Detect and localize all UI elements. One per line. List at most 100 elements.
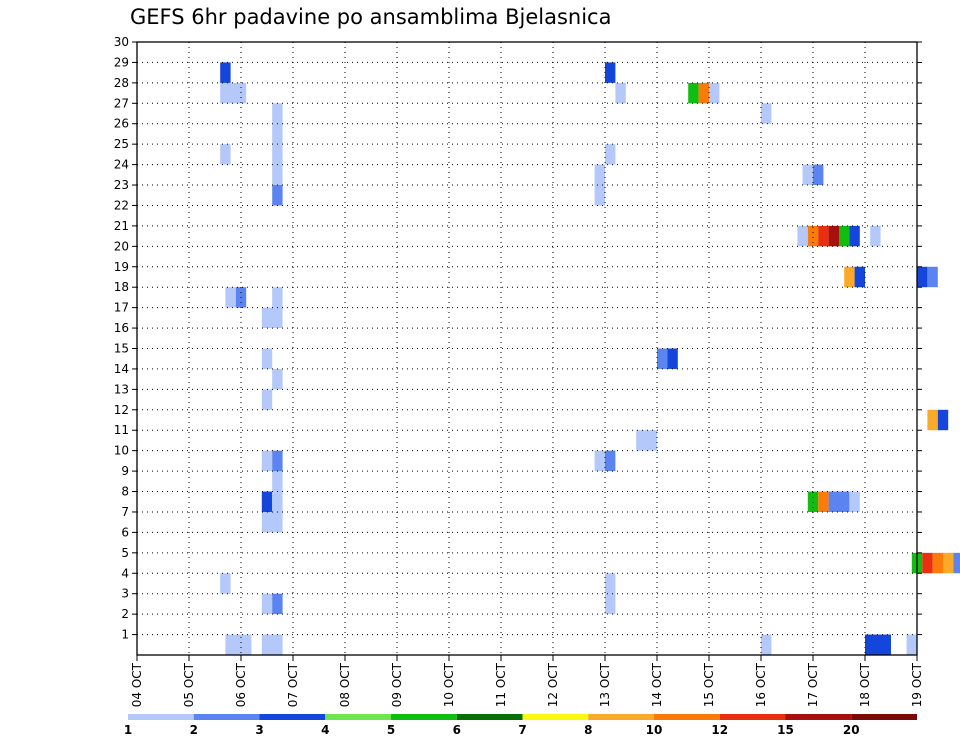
colorbar-swatch xyxy=(193,714,260,720)
colorbar-swatch xyxy=(588,714,654,720)
colorbar-swatch xyxy=(522,714,589,720)
y-tick-label: 24 xyxy=(114,158,129,172)
heatmap-cell xyxy=(272,593,283,615)
heatmap-cell xyxy=(839,225,850,247)
heatmap-cells xyxy=(220,62,960,655)
colorbar-swatch xyxy=(851,714,917,720)
y-tick-label: 19 xyxy=(114,260,129,274)
heatmap-cell xyxy=(594,450,605,472)
y-tick-label: 16 xyxy=(114,321,129,335)
x-tick-label: 16 OCT xyxy=(754,662,768,707)
heatmap-cell xyxy=(605,573,616,594)
heatmap-cell xyxy=(272,450,283,472)
y-tick-label: 14 xyxy=(114,362,129,376)
colorbar-label: 2 xyxy=(190,723,198,737)
heatmap-cell xyxy=(272,185,283,206)
y-tick-label: 27 xyxy=(114,96,129,110)
x-tick-label: 13 OCT xyxy=(598,662,612,707)
heatmap-cell xyxy=(849,491,860,512)
colorbar-label: 6 xyxy=(453,723,461,737)
heatmap-cell xyxy=(272,164,283,186)
heatmap-cell xyxy=(220,144,231,165)
heatmap-cell xyxy=(844,266,855,288)
heatmap-cell xyxy=(220,573,231,594)
heatmap-cell xyxy=(927,409,938,431)
colorbar-label: 4 xyxy=(321,723,329,737)
heatmap-cell xyxy=(828,225,839,247)
heatmap-cell xyxy=(272,123,283,145)
y-tick-label: 6 xyxy=(121,525,129,539)
heatmap-cell xyxy=(709,82,720,104)
heatmap-cell xyxy=(849,225,860,247)
colorbar-swatch xyxy=(325,714,391,720)
heatmap-cell xyxy=(807,225,819,247)
heatmap-cell xyxy=(937,409,949,431)
heatmap-cell xyxy=(605,450,616,472)
colorbar-label: 10 xyxy=(646,723,663,737)
heatmap-cell xyxy=(605,62,616,83)
y-tick-label: 10 xyxy=(114,444,129,458)
x-tick-label: 17 OCT xyxy=(806,662,820,707)
heatmap-cell xyxy=(272,368,283,390)
y-tick-label: 21 xyxy=(114,219,129,233)
heatmap-cell xyxy=(272,471,283,492)
y-tick-label: 3 xyxy=(121,587,129,601)
x-tick-label: 04 OCT xyxy=(130,662,144,707)
heatmap-cell xyxy=(261,450,273,472)
heatmap-cell xyxy=(932,552,943,574)
x-tick-label: 07 OCT xyxy=(286,662,300,707)
heatmap-cell xyxy=(261,634,283,655)
heatmap-cell xyxy=(828,491,839,512)
y-tick-label: 13 xyxy=(114,382,129,396)
heatmap-cell xyxy=(225,287,236,308)
y-tick-label: 28 xyxy=(114,76,129,90)
heatmap-cell xyxy=(220,62,231,83)
x-tick-label: 19 OCT xyxy=(910,662,924,707)
heatmap-cell xyxy=(802,164,813,186)
heatmap-cell xyxy=(761,103,772,124)
colorbar-swatch xyxy=(391,714,457,720)
y-tick-label: 5 xyxy=(121,546,129,560)
colorbar-swatch xyxy=(259,714,326,720)
heatmap-cell xyxy=(615,82,626,104)
y-tick-label: 15 xyxy=(114,342,129,356)
heatmap-cell xyxy=(225,634,252,655)
colorbar-label: 7 xyxy=(518,723,526,737)
y-tick-label: 20 xyxy=(114,239,129,253)
heatmap-cell xyxy=(865,634,891,655)
y-tick-label: 26 xyxy=(114,117,129,131)
colorbar-label: 5 xyxy=(387,723,395,737)
x-tick-label: 14 OCT xyxy=(650,662,664,707)
heatmap-cell xyxy=(272,287,283,308)
colorbar-label: 12 xyxy=(711,723,728,737)
heatmap-cell xyxy=(605,144,616,165)
heatmap-cell xyxy=(272,103,283,124)
heatmap-cell xyxy=(261,593,273,615)
x-tick-label: 10 OCT xyxy=(442,662,456,707)
colorbar-swatch xyxy=(654,714,720,720)
x-tick-label: 12 OCT xyxy=(546,662,560,707)
heatmap-cell xyxy=(813,164,824,186)
y-tick-label: 11 xyxy=(114,423,129,437)
colorbar-label: 8 xyxy=(584,723,592,737)
x-tick-label: 18 OCT xyxy=(858,662,872,707)
y-tick-label: 9 xyxy=(121,464,129,478)
heatmap-cell xyxy=(220,82,247,104)
heatmap-cell xyxy=(818,491,829,512)
heatmap-cell xyxy=(839,491,850,512)
y-tick-label: 2 xyxy=(121,607,129,621)
heatmap-cell xyxy=(636,430,657,451)
heatmap-cell xyxy=(922,552,933,574)
colorbar-label: 1 xyxy=(124,723,132,737)
heatmap-cell xyxy=(917,266,928,288)
heatmap-cell xyxy=(261,491,273,512)
x-tick-label: 09 OCT xyxy=(390,662,404,707)
y-tick-label: 23 xyxy=(114,178,129,192)
heatmap-cell xyxy=(854,266,865,288)
colorbar-swatch xyxy=(785,714,852,720)
colorbar-label: 20 xyxy=(843,723,860,737)
heatmap-cell xyxy=(870,225,881,247)
heatmap-cell xyxy=(272,144,283,165)
heatmap-cell xyxy=(594,185,605,206)
heatmap-cell xyxy=(698,82,709,104)
